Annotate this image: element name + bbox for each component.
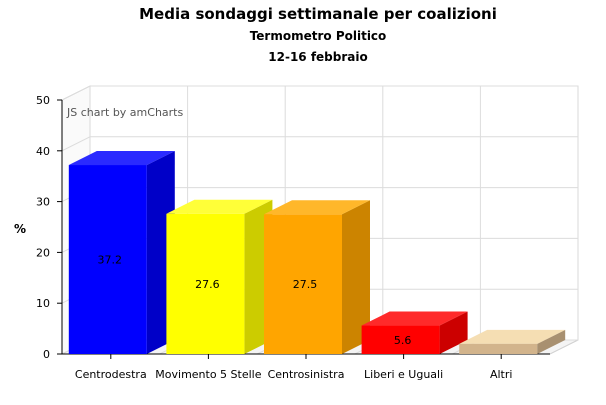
bar-side <box>342 200 370 354</box>
bar-side <box>537 329 566 354</box>
chart-title: Media sondaggi settimanale per coalizion… <box>139 5 497 23</box>
y-axis-label: % <box>14 222 26 236</box>
bar <box>459 329 566 354</box>
y-tick-label: 0 <box>43 348 50 361</box>
bar-top <box>361 311 468 326</box>
x-tick-label: Movimento 5 Stelle <box>155 368 261 381</box>
bar <box>264 200 370 354</box>
gridline-y <box>61 85 578 101</box>
bar-top <box>166 199 273 214</box>
bars <box>68 151 566 354</box>
y-tick-label: 50 <box>36 94 50 107</box>
y-tick-label: 30 <box>36 196 50 209</box>
data-label: 27.6 <box>195 278 220 291</box>
bar-top <box>264 200 370 215</box>
bar <box>361 311 468 354</box>
watermark[interactable]: JS chart by amCharts <box>66 106 183 119</box>
bar <box>68 151 175 354</box>
x-tick-label: Centrosinistra <box>268 368 345 381</box>
x-tick-label: Liberi e Uguali <box>364 368 443 381</box>
y-tick-label: 40 <box>36 145 50 158</box>
bar-front <box>68 165 147 354</box>
bar-top <box>68 151 175 166</box>
bar-front <box>361 325 440 354</box>
y-tick-label: 10 <box>36 297 50 310</box>
chart-date-range: 12-16 febbraio <box>268 50 367 64</box>
y-tick-label: 20 <box>36 246 50 259</box>
data-label: 5.6 <box>394 334 412 347</box>
data-label: 37.2 <box>98 254 123 267</box>
x-tick-label: Altri <box>490 368 512 381</box>
bar-front <box>459 343 538 354</box>
data-label: 27.5 <box>293 278 318 291</box>
bar-front <box>264 214 342 354</box>
chart-subtitle: Termometro Politico <box>250 29 387 43</box>
x-tick-label: Centrodestra <box>75 368 147 381</box>
bar <box>166 199 273 354</box>
bar-front <box>166 213 245 354</box>
gridline-y <box>61 136 578 152</box>
labels: Centrodestra 37.2 Movimento 5 Stelle 27.6 Ce… <box>75 254 513 381</box>
bar-top <box>459 329 566 344</box>
